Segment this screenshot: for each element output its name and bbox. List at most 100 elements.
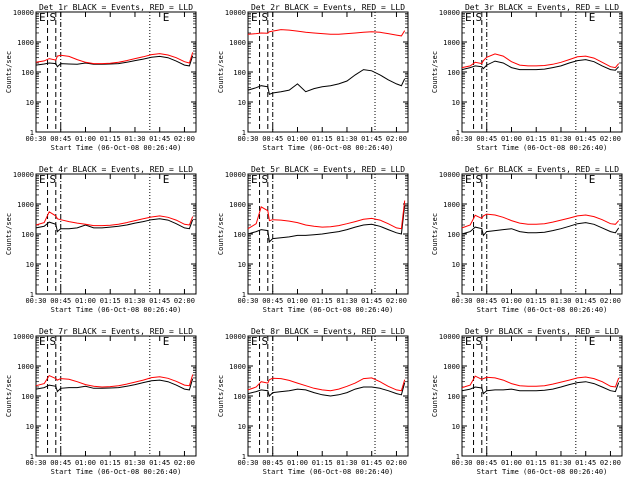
- x-tick-label: 01:00: [501, 297, 522, 305]
- x-tick-label: 01:15: [526, 459, 547, 467]
- y-tick-label: 10000: [439, 9, 460, 17]
- events-series-line: [461, 222, 620, 237]
- x-tick-label: 01:30: [336, 135, 357, 143]
- y-tick-label: 1: [30, 291, 34, 299]
- x-axis-label: Start Time (06-Oct-08 00:26:40): [51, 468, 182, 476]
- x-axis-label: Start Time (06-Oct-08 00:26:40): [51, 306, 182, 314]
- y-tick-label: 10: [452, 99, 460, 107]
- y-tick-label: 1000: [229, 201, 246, 209]
- y-tick-label: 10000: [225, 9, 246, 17]
- x-axis-label: Start Time (06-Oct-08 00:26:40): [263, 144, 394, 152]
- marker-letter-e: E: [39, 11, 46, 24]
- x-tick-label: 01:15: [312, 135, 333, 143]
- x-tick-label: 01:00: [75, 135, 96, 143]
- x-tick-label: 01:45: [149, 459, 170, 467]
- x-tick-label: 01:15: [526, 135, 547, 143]
- x-tick-label: 02:00: [600, 297, 621, 305]
- marker-letter-e: E: [251, 11, 258, 24]
- events-series-line: [247, 382, 406, 397]
- y-tick-label: 1000: [17, 363, 34, 371]
- panel-title: Det_5r BLACK = Events, RED = LLD: [251, 165, 405, 174]
- y-axis-label: Counts/sec: [5, 213, 13, 255]
- marker-letter-e: E: [465, 11, 472, 24]
- marker-letter-e: E: [163, 335, 170, 348]
- y-tick-label: 1000: [443, 201, 460, 209]
- panel-title: Det_2r BLACK = Events, RED = LLD: [251, 3, 405, 12]
- y-tick-label: 1000: [17, 39, 34, 47]
- x-tick-label: 01:45: [361, 135, 382, 143]
- panel-title: Det_9r BLACK = Events, RED = LLD: [465, 327, 619, 336]
- y-axis-label: Counts/sec: [431, 51, 439, 93]
- events-series-line: [35, 55, 194, 68]
- x-tick-label: 00:45: [50, 297, 71, 305]
- y-tick-label: 10000: [225, 171, 246, 179]
- x-axis-label: Start Time (06-Oct-08 00:26:40): [477, 144, 608, 152]
- panel: Det_5r BLACK = Events, RED = LLD 1 10 100 10…: [217, 165, 409, 314]
- x-tick-label: 02:00: [174, 135, 195, 143]
- y-tick-label: 10000: [439, 171, 460, 179]
- x-tick-label: 00:30: [451, 297, 472, 305]
- panel-title: Det_3r BLACK = Events, RED = LLD: [465, 3, 619, 12]
- x-tick-label: 02:00: [386, 135, 407, 143]
- y-tick-label: 10: [238, 261, 246, 269]
- x-tick-label: 01:00: [501, 459, 522, 467]
- x-axis-label: Start Time (06-Oct-08 00:26:40): [263, 306, 394, 314]
- marker-letter-e: E: [589, 11, 596, 24]
- marker-letter-e: E: [465, 335, 472, 348]
- x-tick-label: 01:45: [149, 135, 170, 143]
- x-tick-label: 02:00: [600, 135, 621, 143]
- x-tick-label: 01:00: [501, 135, 522, 143]
- x-tick-label: 00:45: [476, 459, 497, 467]
- x-tick-label: 00:30: [237, 459, 258, 467]
- x-tick-label: 01:15: [312, 297, 333, 305]
- lld-series-line: [35, 374, 194, 388]
- marker-letter-e: E: [163, 11, 170, 24]
- x-tick-label: 01:30: [550, 297, 571, 305]
- x-axis-label: Start Time (06-Oct-08 00:26:40): [477, 468, 608, 476]
- x-tick-label: 00:45: [50, 459, 71, 467]
- x-tick-label: 01:45: [149, 297, 170, 305]
- y-tick-label: 10: [238, 423, 246, 431]
- y-tick-label: 100: [447, 393, 460, 401]
- x-tick-label: 00:30: [237, 135, 258, 143]
- events-series-line: [247, 205, 406, 243]
- panel-title: Det_4r BLACK = Events, RED = LLD: [39, 165, 193, 174]
- marker-letter-e: E: [163, 173, 170, 186]
- y-tick-label: 100: [21, 393, 34, 401]
- y-tick-label: 10: [452, 261, 460, 269]
- y-tick-label: 100: [21, 69, 34, 77]
- lld-series-line: [247, 377, 406, 392]
- x-axis-label: Start Time (06-Oct-08 00:26:40): [477, 306, 608, 314]
- x-tick-label: 00:30: [25, 135, 46, 143]
- marker-letter-e: E: [39, 335, 46, 348]
- y-axis-label: Counts/sec: [217, 375, 225, 417]
- panel: Det_1r BLACK = Events, RED = LLD 1 10 100 10…: [5, 3, 197, 152]
- panel-grid: Det_1r BLACK = Events, RED = LLD11010010…: [5, 3, 623, 476]
- marker-letter-s: S: [476, 173, 483, 186]
- y-tick-label: 1: [456, 453, 460, 461]
- panel-title: Det_7r BLACK = Events, RED = LLD: [39, 327, 193, 336]
- lld-series-line: [247, 29, 406, 37]
- lld-series-line: [35, 211, 194, 227]
- panel: Det_4r BLACK = Events, RED = LLD 1 10 100 10…: [5, 165, 197, 314]
- events-series-line: [461, 59, 620, 71]
- y-tick-label: 1000: [17, 201, 34, 209]
- y-tick-label: 1000: [229, 363, 246, 371]
- events-series-line: [35, 218, 194, 233]
- x-axis-label: Start Time (06-Oct-08 00:26:40): [263, 468, 394, 476]
- x-tick-label: 01:00: [75, 459, 96, 467]
- events-series-line: [35, 378, 194, 393]
- y-tick-label: 10000: [13, 171, 34, 179]
- x-tick-label: 01:00: [287, 135, 308, 143]
- y-tick-label: 10: [26, 261, 34, 269]
- x-tick-label: 00:45: [262, 297, 283, 305]
- marker-letter-s: S: [262, 11, 269, 24]
- x-tick-label: 00:45: [50, 135, 71, 143]
- lld-series-line: [461, 375, 620, 389]
- x-tick-label: 00:45: [476, 135, 497, 143]
- y-axis-label: Counts/sec: [5, 51, 13, 93]
- x-tick-label: 00:30: [237, 297, 258, 305]
- y-tick-label: 1: [30, 453, 34, 461]
- x-tick-label: 02:00: [174, 459, 195, 467]
